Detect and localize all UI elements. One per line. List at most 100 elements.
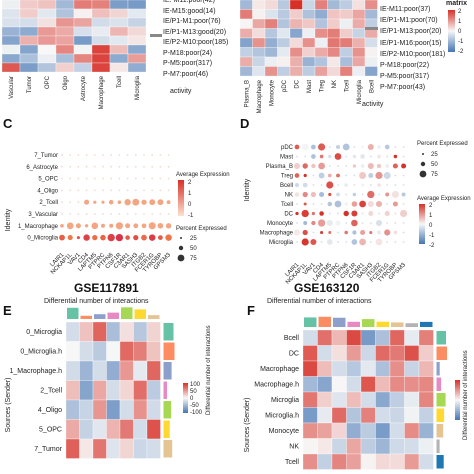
expression-dot <box>311 163 316 169</box>
expression-dot <box>100 234 106 241</box>
interaction-cell <box>404 453 420 470</box>
column-label: OPC <box>45 75 51 89</box>
expression-dot <box>157 222 164 229</box>
interaction-cell <box>92 321 107 342</box>
expression-dot <box>394 222 397 224</box>
heatmap-cell <box>302 18 316 29</box>
heatmap-cell <box>73 0 93 10</box>
expression-dot <box>378 212 380 215</box>
expression-dot <box>391 190 399 199</box>
receiver-bar <box>318 316 331 327</box>
heatmap-cell <box>314 0 328 10</box>
legend-tick: 0 <box>190 396 194 402</box>
interaction-cell <box>92 419 107 440</box>
expression-dot <box>320 230 324 235</box>
expression-dot <box>110 177 113 180</box>
heatmap-cell <box>352 47 366 58</box>
legend-tick: 2 <box>458 9 462 15</box>
heatmap-cell <box>289 56 303 67</box>
interaction-cell <box>133 399 148 420</box>
heatmap-cell <box>314 28 328 39</box>
interaction-cell <box>133 341 148 362</box>
column-label: Treg <box>319 80 325 92</box>
heatmap-cell <box>314 9 328 20</box>
heatmap-cell <box>37 35 57 46</box>
expression-dot <box>102 154 104 156</box>
legend-tick: 0 <box>429 223 433 229</box>
interaction-cell <box>404 345 420 362</box>
column-label: DC <box>294 79 300 88</box>
interaction-cell <box>92 341 107 362</box>
expression-dot <box>165 234 172 241</box>
expression-dot <box>133 223 139 229</box>
expression-dot <box>375 200 383 208</box>
legend-tick: 1 <box>458 19 462 25</box>
heatmap-cell <box>339 47 353 58</box>
heatmap-cell <box>314 37 328 48</box>
interaction-cell <box>133 419 148 440</box>
expression-dot <box>402 174 405 177</box>
expression-dot <box>102 177 104 180</box>
expression-dot <box>312 203 315 205</box>
expression-dot <box>107 233 115 242</box>
expression-dot <box>151 165 154 168</box>
heatmap-cell <box>73 8 93 19</box>
expression-dot <box>83 234 90 241</box>
heatmap-cell <box>73 44 93 55</box>
expression-dot <box>386 241 389 243</box>
expression-dot <box>318 143 326 151</box>
interaction-cell <box>302 453 318 470</box>
expression-dot <box>61 165 63 168</box>
row-label: IE/P1-M16:poor(15) <box>380 39 442 47</box>
expression-dot <box>294 163 300 169</box>
interaction-cell <box>346 360 362 377</box>
row-label: 1_Macrophage.h <box>9 368 62 375</box>
expression-dot <box>101 200 105 204</box>
row-label: NK <box>285 193 293 199</box>
heatmap-cell <box>289 28 303 39</box>
heatmap-cell <box>109 17 129 28</box>
panel-c-pct-title: Percent Expressed <box>176 226 227 232</box>
expression-dot <box>376 230 382 235</box>
heatmap-cell <box>19 35 39 46</box>
receiver-bar <box>121 307 133 320</box>
heatmap-cell <box>1 35 21 46</box>
interaction-cell <box>79 341 94 362</box>
expression-dot <box>402 146 405 148</box>
legend-dot <box>419 170 427 178</box>
interaction-cell <box>119 380 134 401</box>
sender-bar <box>163 381 167 399</box>
interaction-cell <box>360 407 376 424</box>
heatmap-cell <box>19 17 39 28</box>
row-label: 4_Oligo <box>38 407 62 414</box>
row-label: 3_Vascular <box>28 212 58 218</box>
interaction-cell <box>79 399 94 420</box>
expression-dot <box>310 238 317 246</box>
interaction-cell <box>404 422 420 439</box>
expression-dot <box>375 171 383 180</box>
heatmap-cell <box>339 9 353 20</box>
expression-dot <box>360 164 365 168</box>
row-label: P-M5:poor(317) <box>380 73 430 81</box>
legend-tick: 0 <box>458 29 462 35</box>
panel-e-title: GSE117891 <box>74 281 139 295</box>
expression-dot <box>359 172 367 179</box>
heatmap-cell <box>339 18 353 29</box>
heatmap-cell <box>1 8 21 19</box>
legend-dot <box>422 153 424 155</box>
row-label: Bcell <box>284 335 300 342</box>
expression-dot <box>393 154 398 159</box>
heatmap-cell <box>264 37 278 48</box>
expression-dot <box>334 200 342 208</box>
sender-bar <box>436 424 444 438</box>
heatmap-cell <box>91 0 111 10</box>
expression-dot <box>93 177 96 180</box>
heatmap-cell <box>339 0 353 10</box>
expression-dot <box>326 239 333 245</box>
expression-dot <box>394 184 397 186</box>
legend-tick: 25 <box>431 152 438 158</box>
row-label: Monocyte <box>267 221 294 227</box>
expression-dot <box>115 222 123 230</box>
expression-dot <box>384 144 390 150</box>
expression-dot <box>151 177 154 180</box>
